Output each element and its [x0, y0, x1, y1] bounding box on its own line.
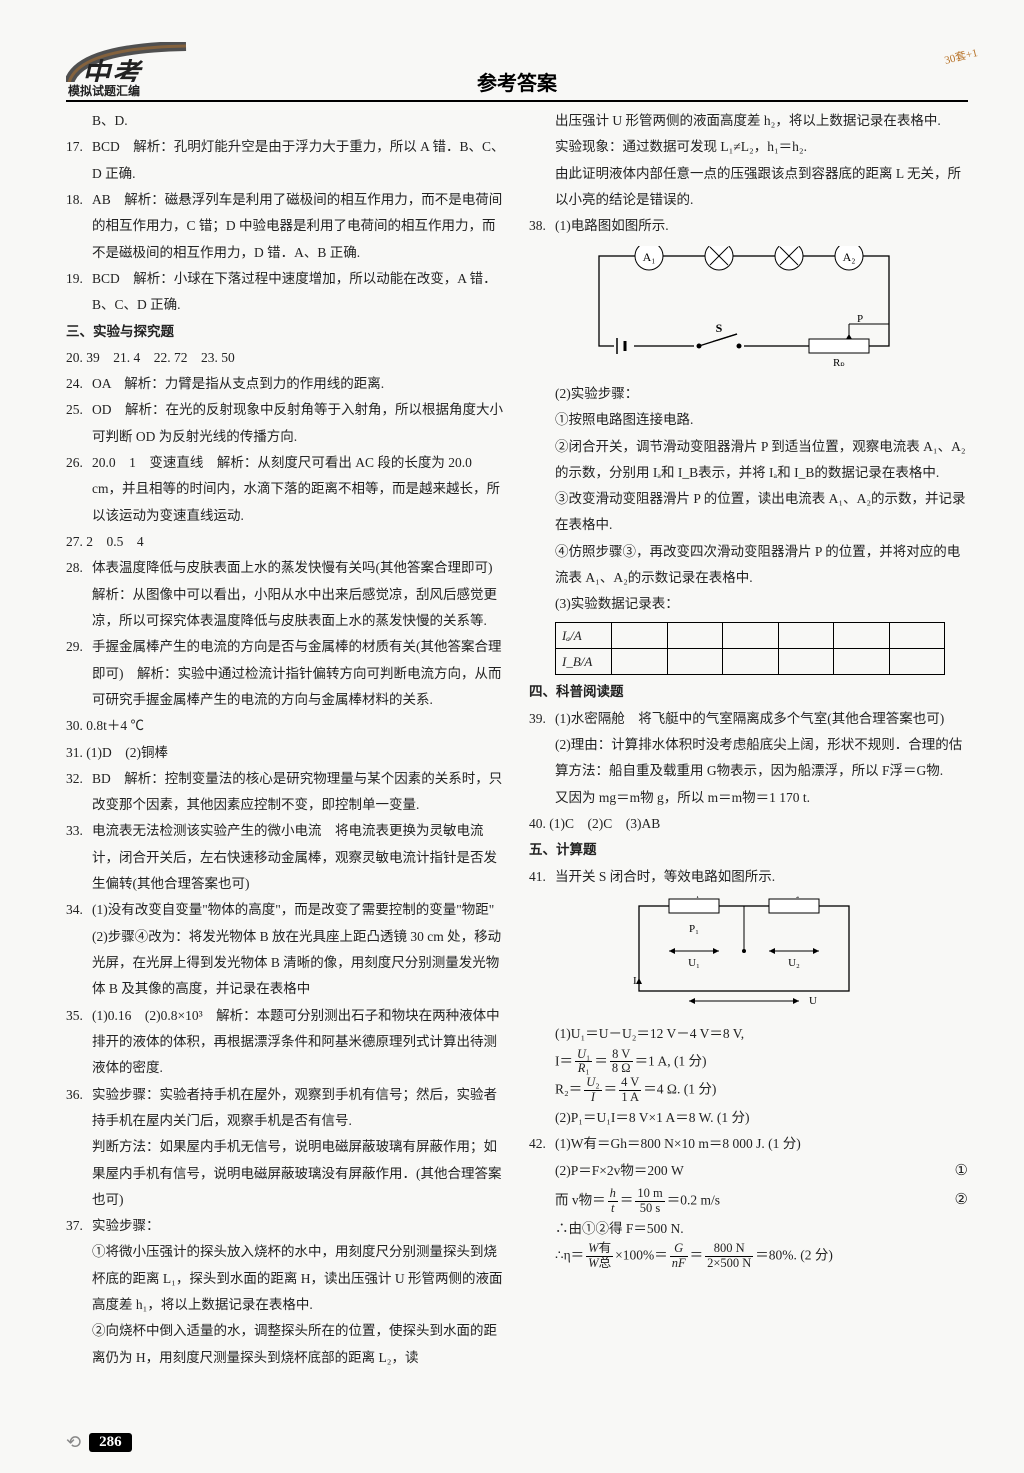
svg-text:I: I — [633, 975, 637, 987]
formula: R₂＝U₂I＝4 V1 A＝4 Ω. (1 分) — [529, 1076, 968, 1105]
qnum: 42. — [529, 1131, 555, 1157]
right-column: 出压强计 U 形管两侧的液面高度差 h₂，将以上数据记录在表格中. 实验现象：通… — [529, 108, 968, 1371]
text: 手握金属棒产生的电流的方向是否与金属棒的材质有关(其他答案合理即可) 解析：实验… — [92, 634, 505, 713]
text: (1)0.16 (2)0.8×10³ 解析：本题可分别测出石子和物块在两种液体中… — [92, 1003, 505, 1082]
text: 由此证明液体内部任意一点的压强跟该点到容器底的距离 L 无关，所以小亮的结论是错… — [529, 161, 968, 214]
text: B、D. — [66, 108, 505, 134]
qnum: 37. — [66, 1213, 92, 1239]
text: 20.0 1 变速直线 解析：从刻度尺可看出 AC 段的长度为 20.0 cm，… — [92, 450, 505, 529]
text: AB 解析：磁悬浮列车是利用了磁极间的相互作用力，而不是电荷间的相互作用力，C … — [92, 187, 505, 266]
text: (1)W有＝Gh＝800 N×10 m＝8 000 J. (1 分) — [555, 1131, 968, 1157]
text: BCD 解析：小球在下落过程中速度增加，所以动能在改变，A 错．B、C、D 正确… — [92, 266, 505, 319]
text: OD 解析：在光的反射现象中反射角等于入射角，所以根据角度大小可判断 OD 为反… — [92, 397, 505, 450]
text: (1)水密隔舱 将飞艇中的气室隔离成多个气室(其他合理答案也可) — [555, 706, 968, 732]
logo: 中考 模拟试题汇编 — [66, 42, 206, 92]
footer-icon: ⟲ — [66, 1432, 81, 1453]
qnum: 38. — [529, 213, 555, 239]
svg-text:P: P — [857, 313, 863, 325]
text: 解析：从图像中可以看出，小阳从水中出来后感觉凉，刮风后感觉更凉，所以可探究体表温… — [66, 582, 505, 635]
text: ①按照电路图连接电路. — [529, 407, 968, 433]
qnum: 17. — [66, 134, 92, 187]
qnum: 29. — [66, 634, 92, 713]
text: OA 解析：力臂是指从支点到力的作用线的距离. — [92, 371, 505, 397]
data-table: Iₐ/A I_B/A — [555, 622, 945, 676]
text: 40. (1)C (2)C (3)AB — [529, 811, 968, 837]
text: 实验步骤： — [92, 1213, 505, 1239]
svg-text:S: S — [716, 321, 723, 335]
text: ①将微小压强计的探头放入烧杯的水中，用刻度尺分别测量探头到烧杯底的距离 L₁，探… — [66, 1239, 505, 1318]
qnum: 41. — [529, 864, 555, 890]
text: 27. 2 0.5 4 — [66, 529, 505, 555]
formula: ∴η＝W有W总×100%＝GnF＝800 N2×500 N＝80%. (2 分) — [529, 1242, 968, 1271]
text: 31. (1)D (2)铜棒 — [66, 740, 505, 766]
text: 又因为 mg＝m物 g，所以 m＝m物＝1 170 t. — [529, 785, 968, 811]
circuit-diagram-1: A₁ L₁ L₂ A₂ — [589, 246, 899, 375]
table-cell: Iₐ/A — [556, 622, 612, 648]
svg-text:A₁: A₁ — [643, 250, 656, 264]
text: (1)U₁＝U－U₂＝12 V－4 V＝8 V, — [529, 1021, 968, 1047]
qnum: 25. — [66, 397, 92, 450]
qnum: 32. — [66, 766, 92, 819]
svg-text:L₁: L₁ — [714, 246, 725, 247]
text: ④仿照步骤③，再改变四次滑动变阻器滑片 P 的位置，并将对应的电流表 A₁、A₂… — [529, 539, 968, 592]
section-heading: 四、科普阅读题 — [529, 679, 968, 705]
qnum: 28. — [66, 555, 92, 581]
text: ∴由①②得 F＝500 N. — [529, 1216, 968, 1242]
text: (3)实验数据记录表： — [529, 591, 968, 617]
text: 实验现象：通过数据可发现 L₁≠L₂，h₁＝h₂. — [529, 134, 968, 160]
text: (2)步骤④改为：将发光物体 B 放在光具座上距凸透镜 30 cm 处，移动光屏… — [66, 924, 505, 1003]
formula: 而 v物＝ht＝10 m50 s＝0.2 m/s ② — [529, 1186, 968, 1215]
text: (2)实验步骤： — [529, 381, 968, 407]
qnum: 24. — [66, 371, 92, 397]
text: (2)P₁＝U₁I＝8 V×1 A＝8 W. (1 分) — [529, 1105, 968, 1131]
svg-text:L₂: L₂ — [784, 246, 795, 247]
text: 出压强计 U 形管两侧的液面高度差 h₂，将以上数据记录在表格中. — [529, 108, 968, 134]
text: (2)理由：计算排水体积时没考虑船底尖上阔，形状不规则．合理的估算方法：船自重及… — [529, 732, 968, 785]
text: (1)电路图如图所示. — [555, 213, 968, 239]
svg-text:P₁: P₁ — [689, 923, 699, 935]
qnum: 34. — [66, 897, 92, 923]
qnum: 35. — [66, 1003, 92, 1082]
section-heading: 五、计算题 — [529, 837, 968, 863]
text: 实验步骤：实验者持手机在屋外，观察到手机有信号；然后，实验者持手机在屋内关门后，… — [92, 1082, 505, 1135]
text: 当开关 S 闭合时，等效电路如图所示. — [555, 864, 968, 890]
text: 体表温度降低与皮肤表面上水的蒸发快慢有关吗(其他答案合理即可) — [92, 555, 505, 581]
qnum: 19. — [66, 266, 92, 319]
table-cell: I_B/A — [556, 649, 612, 675]
svg-text:A₂: A₂ — [843, 250, 856, 264]
text: ②闭合开关，调节滑动变阻器滑片 P 到适当位置，观察电流表 A₁、A₂的示数，分… — [529, 434, 968, 487]
qnum: 39. — [529, 706, 555, 732]
svg-text:R₁: R₁ — [688, 896, 699, 899]
svg-text:U: U — [809, 995, 817, 1006]
formula: I＝U₁R₁＝8 V8 Ω＝1 A, (1 分) — [529, 1048, 968, 1077]
text: BD 解析：控制变量法的核心是研究物理量与某个因素的关系时，只改变那个因素，其他… — [92, 766, 505, 819]
text: ②向烧杯中倒入适量的水，调整探头所在的位置，使探头到水面的距离仍为 H，用刻度尺… — [66, 1318, 505, 1371]
svg-text:U₁: U₁ — [688, 957, 700, 969]
header-badge: 30套+1 — [943, 44, 980, 68]
text: (2)P＝F×2v物＝200 W① — [529, 1157, 968, 1186]
page-title: 参考答案 — [477, 67, 557, 98]
left-column: B、D. 17.BCD 解析：孔明灯能升空是由于浮力大于重力，所以 A 错．B、… — [66, 108, 505, 1371]
footer: ⟲ 286 — [66, 1432, 132, 1453]
text: 30. 0.8t＋4 ℃ — [66, 713, 505, 739]
section-heading: 三、实验与探究题 — [66, 319, 505, 345]
text: 电流表无法检测该实验产生的微小电流 将电流表更换为灵敏电流计，闭合开关后，左右快… — [92, 818, 505, 897]
qnum: 36. — [66, 1082, 92, 1135]
text: ③改变滑动变阻器滑片 P 的位置，读出电流表 A₁、A₂的示数，并记录在表格中. — [529, 486, 968, 539]
text: 判断方法：如果屋内手机无信号，说明电磁屏蔽玻璃有屏蔽作用；如果屋内手机有信号，说… — [66, 1134, 505, 1213]
text: BCD 解析：孔明灯能升空是由于浮力大于重力，所以 A 错．B、C、D 正确. — [92, 134, 505, 187]
text: 20. 39 21. 4 22. 72 23. 50 — [66, 345, 505, 371]
page-number: 286 — [89, 1433, 132, 1452]
qnum: 33. — [66, 818, 92, 897]
circuit-diagram-2: R₁ R₂ P₁ U₁ U₂ U — [629, 896, 859, 1015]
qnum: 18. — [66, 187, 92, 266]
qnum: 26. — [66, 450, 92, 529]
svg-text:Rₚ: Rₚ — [833, 357, 845, 366]
text: (1)没有改变自变量"物体的高度"，而是改变了需要控制的变量"物距" — [92, 897, 505, 923]
logo-sub-text: 模拟试题汇编 — [66, 82, 142, 99]
svg-text:R₂: R₂ — [788, 896, 799, 899]
svg-text:U₂: U₂ — [788, 957, 800, 969]
